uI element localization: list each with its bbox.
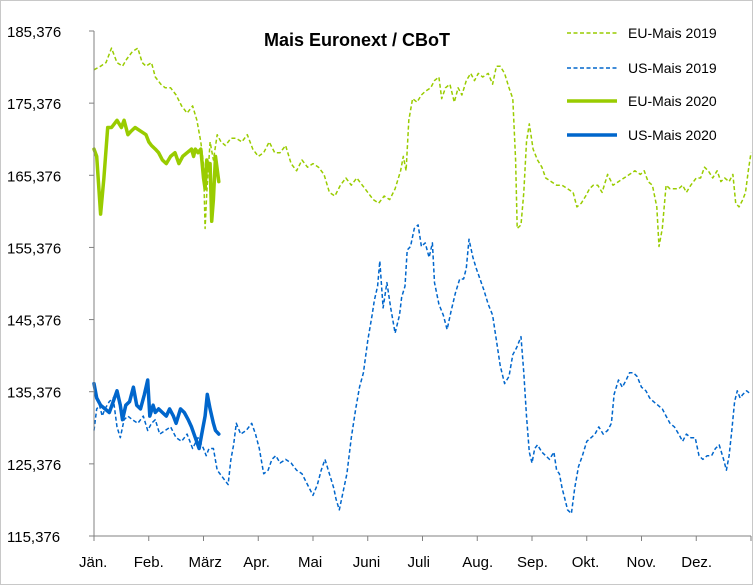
x-tick-label: Feb. <box>134 554 164 571</box>
series-lines <box>92 47 752 515</box>
chart-title: Mais Euronext / CBoT <box>264 30 450 50</box>
x-tick-label: Jän. <box>79 554 107 571</box>
y-tick-label: 165,376 <box>7 168 61 185</box>
x-tick-label: Okt. <box>572 554 600 571</box>
x-tick-label: März <box>189 554 222 571</box>
legend-label-us-2019: US-Mais 2019 <box>628 60 717 76</box>
series-us-mais-2020 <box>92 378 221 451</box>
series-eu-mais-2019 <box>93 47 752 248</box>
x-tick-label: Dez. <box>681 554 712 571</box>
series-eu-mais-2020 <box>92 118 221 224</box>
legend-label-eu-2020: EU-Mais 2020 <box>628 93 717 109</box>
y-tick-label: 135,376 <box>7 385 61 402</box>
y-tick-label: 115,376 <box>7 529 60 546</box>
y-tick-label: 145,376 <box>7 313 61 330</box>
y-tick-label: 125,376 <box>7 457 61 474</box>
x-tick-label: Nov. <box>627 554 657 571</box>
x-tick-label: Apr. <box>243 554 270 571</box>
x-ticks: Jän. Feb. März Apr. Mai Juni Juli Aug. Sep. Okt. N… <box>79 536 752 571</box>
x-tick-label: Aug. <box>462 554 493 571</box>
legend-label-us-2020: US-Mais 2020 <box>628 127 717 143</box>
x-tick-label: Juni <box>353 554 381 571</box>
x-tick-label: Juli <box>408 554 431 571</box>
series-us-mais-2019 <box>93 224 752 515</box>
y-tick-label: 155,376 <box>7 240 61 257</box>
legend: EU-Mais 2019 US-Mais 2019 EU-Mais 2020 U… <box>567 25 717 143</box>
y-tick-label: 185,376 <box>7 24 61 41</box>
x-tick-label: Mai <box>298 554 322 571</box>
x-tick-label: Sep. <box>517 554 548 571</box>
y-tick-label: 175,376 <box>7 96 61 113</box>
legend-label-eu-2019: EU-Mais 2019 <box>628 25 717 41</box>
y-ticks: 115,376 125,376 135,376 145,376 155,376 165,3… <box>7 24 94 546</box>
